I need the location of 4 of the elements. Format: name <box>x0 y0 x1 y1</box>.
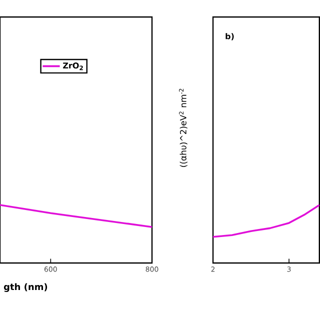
text: b) <box>226 33 234 40</box>
legend-label: ZrO$_{2}$ <box>63 62 83 70</box>
y-axis-title: ((αhυ)^2)eV$^{2}$ nm$^{-2}$ <box>179 88 188 167</box>
x-axis-title: gth (nm) <box>4 283 48 292</box>
